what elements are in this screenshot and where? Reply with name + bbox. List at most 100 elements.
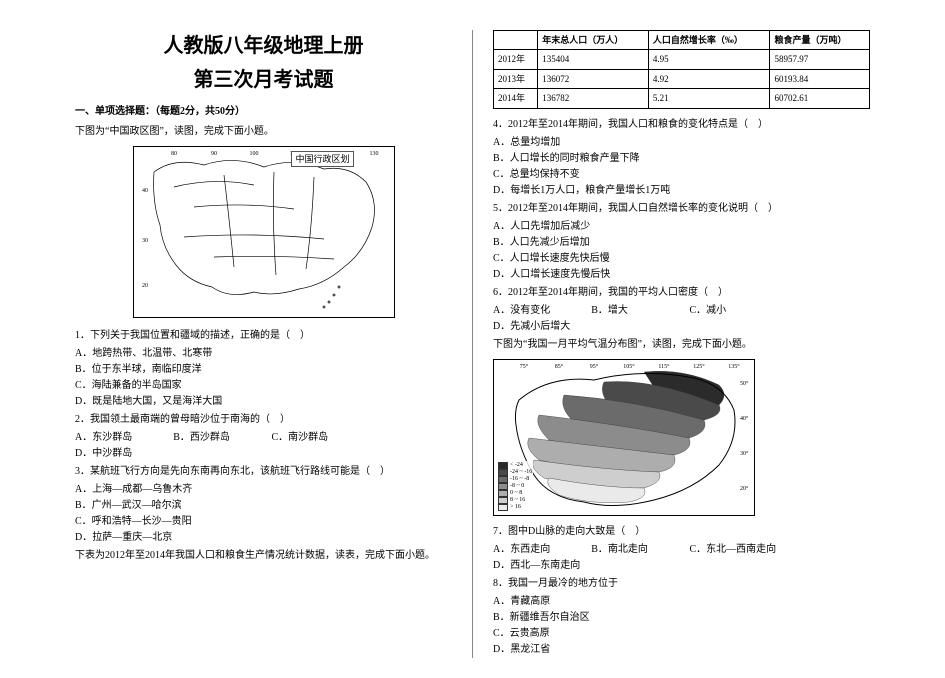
left-column: 人教版八年级地理上册 第三次月考试题 一、单项选择题：（每题2分，共50分） 下… [60,30,467,658]
q8-d[interactable]: D．黑龙江省 [493,642,686,658]
m2-t5: 125° [693,363,705,370]
intro2: 下表为2012年至2014年我国人口和粮食生产情况统计数据，读表，完成下面小题。 [75,548,452,564]
title-main: 人教版八年级地理上册 [75,30,452,62]
r2c2: 5.21 [648,89,770,108]
lg3: -8 ~ 0 [510,483,524,490]
m2-t0: 75° [520,363,529,370]
q7-a[interactable]: A．东西走向 [493,542,591,558]
q7-opts: A．东西走向 B．南北走向 C．东北—西南走向 D．西北—东南走向 [493,542,870,574]
column-divider [472,30,473,658]
china-admin-map: 中国行政区划 80 90 100 110 120 130 [133,146,395,318]
q5-a[interactable]: A．人口先增加后减少 [493,219,686,235]
q3-b[interactable]: B．广州—武汉—哈尔滨 [75,498,268,514]
q8-c[interactable]: C．云贵高原 [493,626,686,642]
r1c3: 60193.84 [770,69,870,88]
lg1: -24 ~ -16 [510,469,532,476]
r0c1: 135404 [538,50,649,69]
q8-opts: A．青藏高原 B．新疆维吾尔自治区 C．云贵高原 D．黑龙江省 [493,594,870,658]
table-row: 2014年 136782 5.21 60702.61 [494,89,870,108]
right-column: 年末总人口（万人） 人口自然增长率（‰） 粮食产量（万吨） 2012年 1354… [478,30,885,658]
q4-c[interactable]: C．总量均保持不变 [493,167,686,183]
map1-svg: 80 90 100 110 120 130 40 30 20 [134,147,394,317]
q6-c[interactable]: C．减小 [690,303,788,319]
q4-b[interactable]: B．人口增长的同时粮食产量下降 [493,151,686,167]
m2-r2: 30° [740,450,749,457]
m2-t1: 85° [555,363,564,370]
q7-c[interactable]: C．东北—西南走向 [690,542,788,558]
lat-40: 40 [142,188,148,194]
q1-stem: 1．下列关于我国位置和疆域的描述，正确的是（ ） [75,328,452,344]
lg0: < -24 [510,462,523,469]
q3-c[interactable]: C．呼和浩特—长沙—贵阳 [75,514,268,530]
q8-a[interactable]: A．青藏高原 [493,594,686,610]
r0c3: 58957.97 [770,50,870,69]
q2-stem: 2．我国领土最南端的曾母暗沙位于南海的（ ） [75,412,452,428]
m2-t6: 135° [728,363,740,370]
lat-20: 20 [142,283,148,289]
q2-opts: A．东沙群岛 B．西沙群岛 C．南沙群岛 D．中沙群岛 [75,430,452,462]
lg4: 0 ~ 8 [510,490,522,497]
q6-stem: 6．2012年至2014年期间，我国的平均人口密度（ ） [493,285,870,301]
q1-d[interactable]: D．既是陆地大国，又是海洋大国 [75,394,268,410]
q1-a[interactable]: A．地跨热带、北温带、北寒带 [75,346,268,362]
q4-d[interactable]: D．每增长1万人口，粮食产量增长1万吨 [493,183,686,199]
th-grain: 粮食产量（万吨） [770,31,870,50]
q7-b[interactable]: B．南北走向 [591,542,689,558]
map2-legend: < -24 -24 ~ -16 -16 ~ -8 -8 ~ 0 0 ~ 8 8 … [497,461,533,512]
lon-100: 100 [249,151,258,157]
intro3: 下图为“我国一月平均气温分布图”，读图，完成下面小题。 [493,337,870,353]
r1c1: 136072 [538,69,649,88]
q2-d[interactable]: D．中沙群岛 [75,446,173,462]
q5-stem: 5．2012年至2014年期间，我国人口自然增长率的变化说明（ ） [493,201,870,217]
r0c2: 4.95 [648,50,770,69]
th-blank [494,31,538,50]
q8-b[interactable]: B．新疆维吾尔自治区 [493,610,686,626]
q8-stem: 8．我国一月最冷的地方位于 [493,576,870,592]
q3-opts: A．上海—成都—乌鲁木齐 B．广州—武汉—哈尔滨 C．呼和浩特—长沙—贵阳 D．… [75,482,452,546]
lon-90: 90 [211,151,217,157]
q6-b[interactable]: B．增大 [591,303,689,319]
section1-header: 一、单项选择题：（每题2分，共50分） [75,104,452,120]
intro1: 下图为“中国政区图”，读图，完成下面小题。 [75,124,452,140]
r1c0: 2013年 [494,69,538,88]
q3-a[interactable]: A．上海—成都—乌鲁木齐 [75,482,268,498]
q5-b[interactable]: B．人口先减少后增加 [493,235,686,251]
q2-b[interactable]: B．西沙群岛 [173,430,271,446]
q6-d[interactable]: D．先减小后增大 [493,319,591,335]
q2-a[interactable]: A．东沙群岛 [75,430,173,446]
q4-a[interactable]: A．总量均增加 [493,135,686,151]
q5-opts: A．人口先增加后减少 B．人口先减少后增加 C．人口增长速度先快后慢 D．人口增… [493,219,870,283]
r2c1: 136782 [538,89,649,108]
th-rate: 人口自然增长率（‰） [648,31,770,50]
q5-c[interactable]: C．人口增长速度先快后慢 [493,251,686,267]
m2-r0: 50° [740,380,749,387]
q2-c[interactable]: C．南沙群岛 [272,430,370,446]
exam-page: 人教版八年级地理上册 第三次月考试题 一、单项选择题：（每题2分，共50分） 下… [0,0,945,678]
q5-d[interactable]: D．人口增长速度先慢后快 [493,267,686,283]
q4-opts: A．总量均增加 B．人口增长的同时粮食产量下降 C．总量均保持不变 D．每增长1… [493,135,870,199]
th-pop: 年末总人口（万人） [538,31,649,50]
population-grain-table: 年末总人口（万人） 人口自然增长率（‰） 粮食产量（万吨） 2012年 1354… [493,30,870,109]
q6-a[interactable]: A．没有变化 [493,303,591,319]
q6-opts: A．没有变化 B．增大 C．减小 D．先减小后增大 [493,303,870,335]
m2-r3: 20° [740,485,749,492]
lon-80: 80 [171,151,177,157]
q1-b[interactable]: B．位于东半球，南临印度洋 [75,362,268,378]
q3-stem: 3．某航班飞行方向是先向东南再向东北，该航班飞行路线可能是（ ） [75,464,452,480]
map1-label: 中国行政区划 [291,151,353,167]
q1-c[interactable]: C．海陆兼备的半岛国家 [75,378,268,394]
m2-r1: 40° [740,415,749,422]
january-temperature-map: 75° 85° 95° 105° 115° 125° 135° 50° 40° … [493,359,755,516]
r2c3: 60702.61 [770,89,870,108]
m2-t2: 95° [590,363,599,370]
r2c0: 2014年 [494,89,538,108]
r1c2: 4.92 [648,69,770,88]
q1-opts: A．地跨热带、北温带、北寒带 B．位于东半球，南临印度洋 C．海陆兼备的半岛国家… [75,346,452,410]
q4-stem: 4．2012年至2014年期间，我国人口和粮食的变化特点是（ ） [493,117,870,133]
title-sub: 第三次月考试题 [75,64,452,96]
lg2: -16 ~ -8 [510,476,529,483]
q7-d[interactable]: D．西北—东南走向 [493,558,591,574]
table-header-row: 年末总人口（万人） 人口自然增长率（‰） 粮食产量（万吨） [494,31,870,50]
q3-d[interactable]: D．拉萨—重庆—北京 [75,530,268,546]
table-row: 2012年 135404 4.95 58957.97 [494,50,870,69]
